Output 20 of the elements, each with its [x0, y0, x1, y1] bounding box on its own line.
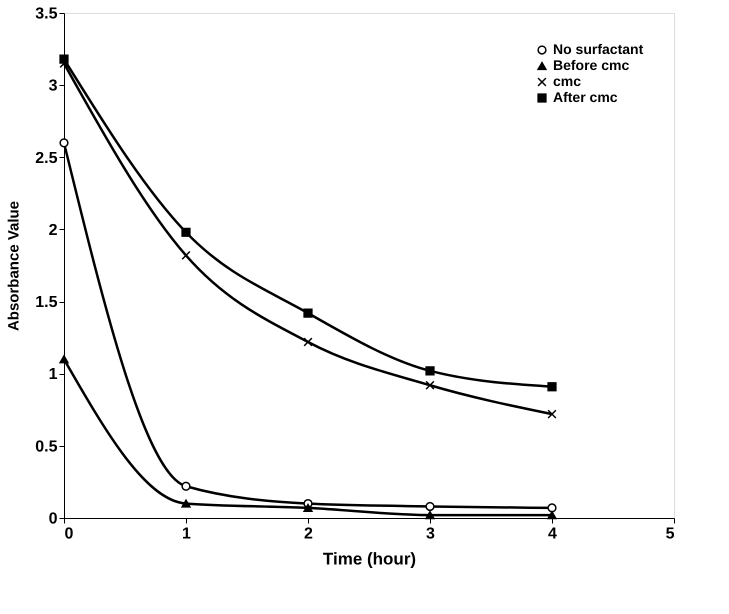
y-tick-label: 1 — [48, 366, 58, 384]
legend-label: No surfactant — [553, 41, 644, 57]
y-tick-label: 1.5 — [35, 294, 58, 312]
y-tick-label: 0.5 — [35, 438, 58, 456]
y-tick-label: 3 — [48, 78, 58, 95]
x-tick-label: 3 — [426, 526, 436, 542]
y-tick-label: 0 — [48, 510, 58, 528]
x-tick-label: 5 — [666, 526, 675, 542]
x-tick-label: 0 — [64, 526, 74, 542]
x-tick-label: 1 — [182, 526, 192, 542]
x-tick-label: 4 — [548, 526, 558, 542]
legend-label: After cmc — [553, 89, 618, 105]
y-tick-label: 2.5 — [35, 150, 58, 167]
x-tick-label: 2 — [304, 526, 314, 542]
x-axis-title: Time (hour) — [322, 550, 416, 568]
y-tick-label: 2 — [48, 222, 58, 239]
y-tick-label: 3.5 — [35, 6, 58, 22]
legend-label: cmc — [553, 73, 582, 89]
y-axis-title: Absorbance Value — [5, 200, 22, 332]
legend-label: Before cmc — [553, 57, 630, 73]
